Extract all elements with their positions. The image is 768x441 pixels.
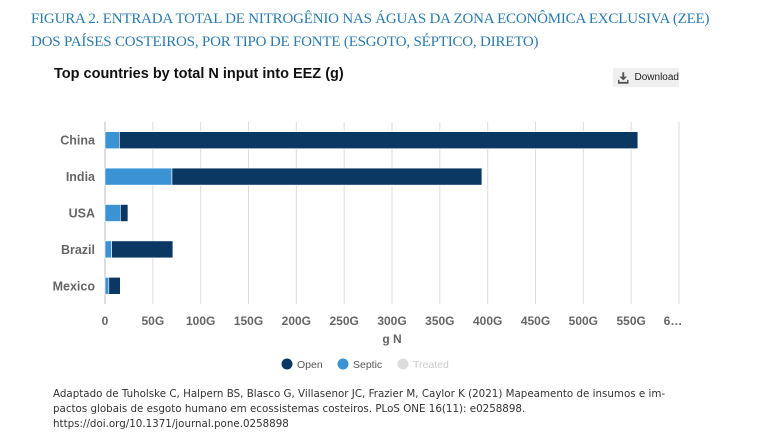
figure-title: FIGURA 2. ENTRADA TOTAL DE NITROGÊNIO NA… xyxy=(31,8,751,54)
figure-title-line1: FIGURA 2. ENTRADA TOTAL DE NITROGÊNIO NA… xyxy=(31,11,710,27)
download-icon xyxy=(618,71,629,84)
x-tick-label: 200G xyxy=(282,314,311,328)
x-tick-label: 250G xyxy=(329,314,358,328)
category-label: Brazil xyxy=(61,243,95,257)
x-tick-label: 0 xyxy=(102,314,109,328)
citation: Adaptado de Tuholske C, Halpern BS, Blas… xyxy=(53,387,733,432)
x-axis-title: g N xyxy=(382,332,401,346)
x-tick-label: 450G xyxy=(521,314,550,328)
category-label: Mexico xyxy=(53,279,96,293)
citation-line3[interactable]: https://doi.org/10.1371/journal.pone.025… xyxy=(53,418,289,430)
category-label: China xyxy=(60,134,96,148)
x-tick-label: 50G xyxy=(141,314,164,328)
bar-septic[interactable] xyxy=(104,167,173,186)
x-tick-label: 400G xyxy=(473,314,502,328)
bar-open[interactable] xyxy=(111,240,174,259)
x-tick-label: 550G xyxy=(616,314,645,328)
bar-open[interactable] xyxy=(171,167,483,186)
legend-marker xyxy=(337,358,349,370)
bar-septic[interactable] xyxy=(104,204,121,222)
legend-item-treated[interactable]: Treated xyxy=(397,358,449,372)
legend-label: Open xyxy=(297,359,323,371)
bar-septic[interactable] xyxy=(104,276,110,295)
legend-marker xyxy=(281,358,293,370)
x-tick-label: 150G xyxy=(234,314,263,328)
download-label: Download xyxy=(634,72,679,83)
bar-septic[interactable] xyxy=(104,131,120,149)
x-tick-label: 350G xyxy=(425,314,454,328)
legend-label: Septic xyxy=(353,359,382,371)
bar-open[interactable] xyxy=(120,204,129,222)
category-label: USA xyxy=(69,207,95,221)
citation-line1: Adaptado de Tuholske C, Halpern BS, Blas… xyxy=(53,388,666,400)
category-label: India xyxy=(66,170,96,184)
x-tick-label: 100G xyxy=(186,314,215,328)
chart-title: Top countries by total N input into EEZ … xyxy=(54,66,344,82)
x-tick-label: 300G xyxy=(377,314,406,328)
legend-label: Treated xyxy=(413,359,449,371)
download-button[interactable]: Download xyxy=(613,68,679,87)
bar-open[interactable] xyxy=(119,131,639,149)
legend-marker xyxy=(397,358,409,370)
bar-septic[interactable] xyxy=(104,240,112,259)
x-tick-label: 6… xyxy=(664,314,683,328)
bar-open[interactable] xyxy=(108,276,121,295)
legend-item-open[interactable]: Open xyxy=(281,358,323,372)
citation-line2: pactos globais de esgoto humano em ecoss… xyxy=(53,403,526,415)
legend-item-septic[interactable]: Septic xyxy=(337,358,383,372)
x-tick-label: 500G xyxy=(569,314,598,328)
figure-title-line2: DOS PAÍSES COSTEIROS, POR TIPO DE FONTE … xyxy=(31,34,539,50)
